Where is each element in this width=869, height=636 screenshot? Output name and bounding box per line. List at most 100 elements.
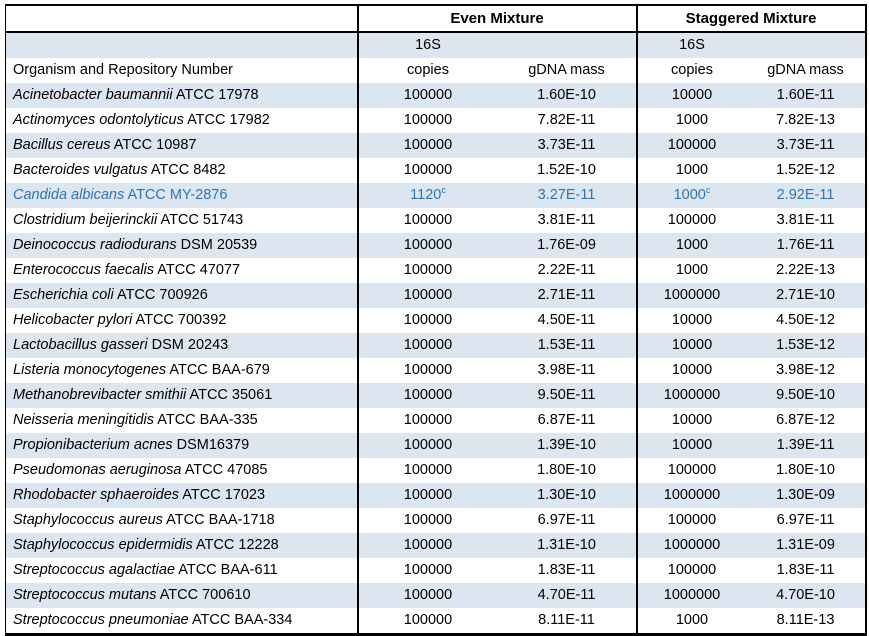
table-row: Rhodobacter sphaeroides ATCC 17023 100000… (5, 483, 866, 508)
subheader-row-16s: 16S 16S (5, 32, 866, 58)
table-row: Acinetobacter baumannii ATCC 17978 100000… (5, 83, 866, 108)
staggered-16s-copies-cell: 100000 (635, 133, 747, 158)
staggered-gdna-mass-cell: 4.70E-10 (776, 587, 835, 603)
table-row: Streptococcus mutans ATCC 700610 100000 4.… (5, 583, 866, 608)
table-row: Streptococcus agalactiae ATCC BAA-611 100… (6, 558, 866, 583)
staggered-gdna-mass-cell: 3.73E-11 (776, 137, 835, 153)
staggered-mixture-group-header: Staggered Mixture (635, 5, 866, 33)
even-16s-spacer (498, 32, 637, 58)
staggered-16s-copies-cell: 1000c (635, 183, 747, 208)
table-row: Clostridium beijerinckii ATCC 51743 10000… (6, 208, 866, 233)
staggered-gdna-mass-cell: 1.39E-11 (776, 437, 835, 453)
even-gdna-mass-cell: 2.22E-11 (537, 262, 596, 278)
staggered-16s-copies-cell: 1000 (635, 158, 747, 183)
even-gdna-mass-cell: 2.71E-11 (537, 287, 596, 303)
staggered-gdna-mass-cell: 1.30E-09 (776, 487, 835, 503)
organism-cell: Propionibacterium acnes DSM16379 (13, 437, 250, 453)
table-row: Candida albicans ATCC MY-2876 1120c 3.27E-… (5, 183, 866, 208)
table-row: Staphylococcus epidermidis ATCC 12228 100… (5, 533, 866, 558)
staggered-copies-column-header: copies (635, 58, 747, 83)
organism-cell: Staphylococcus epidermidis ATCC 12228 (13, 537, 279, 553)
staggered-16s-copies-cell: 1000000 (635, 283, 747, 308)
staggered-16s-copies-cell: 10000 (635, 308, 747, 333)
even-16s-copies-cell: 100000 (356, 358, 498, 383)
even-gdna-mass-cell: 4.70E-11 (537, 587, 596, 603)
mixture-group-header-row: Even Mixture Staggered Mixture (5, 5, 866, 33)
staggered-16s-copies-cell: 1000 (635, 608, 747, 635)
organism-cell: Acinetobacter baumannii ATCC 17978 (13, 87, 259, 103)
table-row: Pseudomonas aeruginosa ATCC 47085 100000 1… (6, 458, 866, 483)
organism-cell: Clostridium beijerinckii ATCC 51743 (13, 212, 244, 228)
even-gdna-mass-cell: 1.76E-09 (537, 237, 596, 253)
staggered-gdna-mass-cell: 1.83E-11 (776, 562, 835, 578)
table-row: Staphylococcus aureus ATCC BAA-1718 10000… (6, 508, 866, 533)
organism-cell: Bacillus cereus ATCC 10987 (13, 137, 197, 153)
organism-cell: Streptococcus pneumoniae ATCC BAA-334 (13, 612, 293, 628)
staggered-gdna-mass-cell: 2.92E-11 (776, 187, 835, 203)
table-row: Escherichia coli ATCC 700926 100000 2.71E-… (5, 283, 866, 308)
organism-cell: Candida albicans ATCC MY-2876 (13, 187, 228, 203)
staggered-gdna-mass-cell: 1.76E-11 (776, 237, 835, 253)
even-16s-copies-cell: 100000 (356, 608, 498, 635)
even-gdna-mass-cell: 6.97E-11 (537, 512, 596, 528)
organism-cell: Lactobacillus gasseri DSM 20243 (13, 337, 229, 353)
organism-cell: Neisseria meningitidis ATCC BAA-335 (13, 412, 258, 428)
even-gdna-mass-cell: 1.52E-10 (537, 162, 596, 178)
organism-cell: Helicobacter pylori ATCC 700392 (13, 312, 227, 328)
table-body: Acinetobacter baumannii ATCC 17978 100000… (5, 83, 866, 635)
staggered-16s-copies-cell: 1000 (635, 258, 747, 283)
column-header-row: Organism and Repository Number copies gD… (6, 58, 866, 83)
even-gdna-mass-cell: 6.87E-11 (537, 412, 596, 428)
even-16s-copies-cell: 100000 (356, 433, 498, 458)
even-16s-copies-cell: 100000 (356, 108, 498, 133)
staggered-gdna-mass-cell: 8.11E-13 (776, 612, 835, 628)
table-row: Helicobacter pylori ATCC 700392 100000 4.5… (6, 308, 866, 333)
even-16s-copies-cell: 100000 (356, 208, 498, 233)
even-gdna-mass-cell: 7.82E-11 (537, 112, 596, 128)
staggered-16s-copies-cell: 100000 (635, 508, 747, 533)
staggered-16s-copies-cell: 10000 (635, 358, 747, 383)
even-gdna-mass-cell: 4.50E-11 (537, 312, 596, 328)
even-16s-copies-cell: 100000 (356, 408, 498, 433)
even-16s-copies-cell: 100000 (356, 558, 498, 583)
staggered-gdna-mass-cell: 2.22E-13 (776, 262, 835, 278)
even-gdna-mass-cell: 1.31E-10 (537, 537, 596, 553)
even-16s-copies-cell: 100000 (356, 458, 498, 483)
even-gdna-mass-cell: 3.98E-11 (537, 362, 596, 378)
even-16s-copies-cell: 100000 (356, 133, 498, 158)
even-16s-copies-cell: 100000 (356, 483, 498, 508)
even-16s-copies-cell: 100000 (356, 583, 498, 608)
organism-subheader-spacer (6, 32, 358, 58)
staggered-16s-copies-cell: 1000000 (635, 533, 747, 558)
staggered-16s-copies-cell: 1000000 (635, 483, 747, 508)
staggered-16s-copies-cell: 10000 (635, 408, 747, 433)
staggered-16s-copies-cell: 1000 (635, 233, 747, 258)
organism-cell: Listeria monocytogenes ATCC BAA-679 (13, 362, 270, 378)
organism-cell: Bacteroides vulgatus ATCC 8482 (13, 162, 226, 178)
even-16s-copies-cell: 100000 (356, 83, 498, 108)
staggered-gdna-mass-cell: 4.50E-12 (776, 312, 835, 328)
table-row: Propionibacterium acnes DSM16379 100000 1.… (5, 433, 866, 458)
staggered-16s-label: 16S (635, 32, 747, 58)
table-row: Bacillus cereus ATCC 10987 100000 3.73E-11… (5, 133, 866, 158)
organism-cell: Streptococcus mutans ATCC 700610 (13, 587, 251, 603)
staggered-gdna-mass-cell: 1.60E-11 (776, 87, 835, 103)
staggered-16s-copies-cell: 100000 (635, 208, 747, 233)
even-gdna-mass-cell: 1.30E-10 (537, 487, 596, 503)
even-gdna-mass-cell: 1.53E-11 (537, 337, 596, 353)
table-row: Neisseria meningitidis ATCC BAA-335 10000… (6, 408, 866, 433)
organism-cell: Staphylococcus aureus ATCC BAA-1718 (13, 512, 275, 528)
organism-cell: Rhodobacter sphaeroides ATCC 17023 (13, 487, 266, 503)
table-row: Deinococcus radiodurans DSM 20539 100000 1… (5, 233, 866, 258)
staggered-16s-copies-cell: 100000 (635, 458, 747, 483)
table-row: Bacteroides vulgatus ATCC 8482 100000 1.52… (6, 158, 866, 183)
even-gdna-mass-cell: 1.39E-10 (537, 437, 596, 453)
table-row: Streptococcus pneumoniae ATCC BAA-334 100… (6, 608, 866, 635)
staggered-16s-copies-cell: 10000 (635, 83, 747, 108)
staggered-16s-copies-cell: 10000 (635, 333, 747, 358)
even-16s-copies-cell: 1120c (356, 183, 498, 208)
even-16s-label: 16S (356, 32, 498, 58)
staggered-gdna-mass-cell: 6.87E-12 (776, 412, 835, 428)
table-row: Lactobacillus gasseri DSM 20243 100000 1.5… (5, 333, 866, 358)
